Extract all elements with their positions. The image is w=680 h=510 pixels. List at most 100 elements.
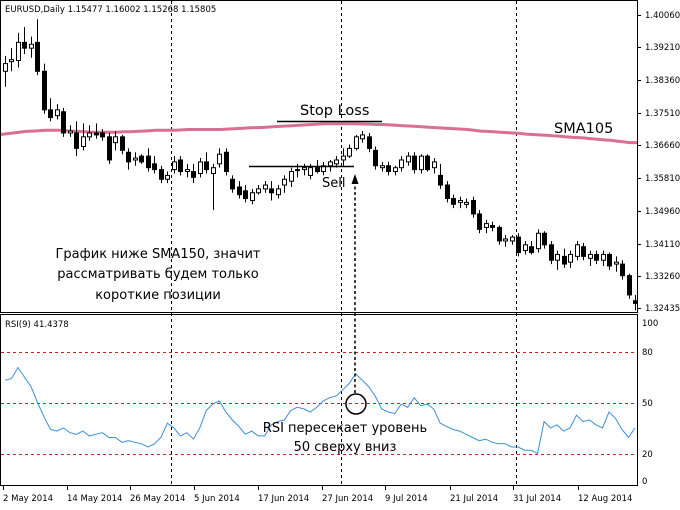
candle-bullish xyxy=(406,155,411,163)
time-tick-4: 5 Jun 2014 xyxy=(194,494,240,504)
candle-bearish xyxy=(386,165,391,173)
rsi-level-lines xyxy=(1,352,637,455)
rsi-panel-frame xyxy=(0,314,638,486)
symbol-info: EURUSD,Daily 1.15477 1.16002 1.15268 1.1… xyxy=(5,5,216,15)
candle-bearish xyxy=(61,111,66,134)
candle-bullish xyxy=(256,188,261,194)
candle-bullish xyxy=(282,178,287,186)
candle-bullish xyxy=(68,130,73,134)
candle-bullish xyxy=(81,136,86,147)
rsi-tick-80: 80 xyxy=(642,348,653,358)
rsi-line xyxy=(4,366,636,455)
price-tick-6: 1.35810 xyxy=(645,174,680,184)
candle-bullish xyxy=(347,147,352,157)
candle-bearish xyxy=(243,190,248,200)
price-axis: 1.40060 1.39210 1.38360 1.37510 1.36660 … xyxy=(645,11,680,314)
candle-bullish xyxy=(503,238,508,242)
price-axis-ticks xyxy=(637,15,641,309)
candle-bullish xyxy=(334,159,339,165)
candle-bullish xyxy=(464,201,469,205)
price-tick-5: 1.36660 xyxy=(645,141,680,151)
candle-bearish xyxy=(490,225,495,228)
candle-bullish xyxy=(614,261,619,265)
candle-bearish xyxy=(438,174,443,186)
candle-bullish xyxy=(295,169,300,172)
candle-bullish xyxy=(568,253,573,263)
candle-bullish xyxy=(263,184,268,190)
candle-bearish xyxy=(191,171,196,178)
price-tick-8: 1.34110 xyxy=(645,240,680,250)
price-tick-2: 1.39210 xyxy=(645,43,680,53)
candle-bearish xyxy=(562,255,567,265)
main-note-line1: График ниже SMA150, значит xyxy=(55,247,260,262)
price-tick-7: 1.34960 xyxy=(645,207,680,217)
candle-bullish xyxy=(432,161,437,169)
candle-bearish xyxy=(126,151,131,163)
candle-bearish xyxy=(542,232,547,246)
candle-bullish xyxy=(276,188,281,196)
price-tick-3: 1.38360 xyxy=(645,76,680,86)
candle-bullish xyxy=(172,161,177,171)
rsi-tick-100: 100 xyxy=(642,319,658,329)
time-tick-1: 2 May 2014 xyxy=(3,494,53,504)
stop-loss-label: Stop Loss xyxy=(300,103,369,119)
sma-label: SMA105 xyxy=(554,121,613,137)
candle-bullish xyxy=(354,136,359,149)
candle-bullish xyxy=(211,167,216,174)
candle-bearish xyxy=(204,161,209,171)
time-tick-2: 14 May 2014 xyxy=(67,494,122,504)
candle-bearish xyxy=(100,132,105,138)
candle-bullish xyxy=(484,223,489,228)
candle-bullish xyxy=(165,174,170,180)
time-tick-5: 17 Jun 2014 xyxy=(258,494,309,504)
candle-bullish xyxy=(198,161,203,174)
candle-bullish xyxy=(458,199,463,203)
time-tick-3: 26 May 2014 xyxy=(130,494,185,504)
candle-bullish xyxy=(510,236,515,242)
candle-bearish xyxy=(146,155,151,169)
candle-bullish xyxy=(55,109,60,117)
time-tick-6: 27 Jun 2014 xyxy=(322,494,373,504)
candle-bullish xyxy=(289,171,294,182)
candle-bullish xyxy=(113,136,118,144)
rsi-tick-50: 50 xyxy=(642,399,653,409)
candle-bearish xyxy=(237,186,242,196)
time-tick-10: 12 Aug 2014 xyxy=(578,494,632,504)
candle-bullish xyxy=(133,157,138,161)
candle-bearish xyxy=(139,155,144,163)
candle-bearish xyxy=(445,184,450,200)
candle-bullish xyxy=(419,155,424,171)
candle-bearish xyxy=(22,41,27,49)
candle-bearish xyxy=(224,151,229,173)
candle-bearish xyxy=(42,70,47,111)
candle-bullish xyxy=(399,159,404,169)
price-tick-4: 1.37510 xyxy=(645,109,680,119)
candle-bullish xyxy=(302,167,307,171)
candle-bearish xyxy=(230,178,235,190)
candle-bearish xyxy=(633,300,638,304)
candle-bearish xyxy=(497,226,502,242)
main-note-line2: рассматривать будем только xyxy=(57,267,259,282)
candle-bullish xyxy=(185,169,190,173)
price-tick-9: 1.33260 xyxy=(645,272,680,282)
main-note-line3: короткие позиции xyxy=(95,288,221,303)
candle-bearish xyxy=(594,253,599,261)
candle-bullish xyxy=(380,165,385,169)
candle-bullish xyxy=(588,253,593,259)
candle-bullish xyxy=(9,59,14,63)
candles-group xyxy=(3,19,638,311)
candle-bearish xyxy=(367,136,372,149)
time-tick-9: 31 Jul 2014 xyxy=(513,494,561,504)
rsi-note-line2: 50 сверху вниз xyxy=(294,440,397,455)
candle-bullish xyxy=(523,244,528,252)
candle-bearish xyxy=(412,155,417,171)
price-tick-1: 1.40060 xyxy=(645,11,680,21)
sell-arrow-head xyxy=(351,174,359,184)
candle-bearish xyxy=(48,109,53,119)
price-panel-frame xyxy=(0,0,638,313)
candle-bullish xyxy=(536,232,541,250)
sell-label: Sell xyxy=(322,176,345,191)
time-tick-7: 9 Jul 2014 xyxy=(385,494,428,504)
candle-bearish xyxy=(178,159,183,173)
